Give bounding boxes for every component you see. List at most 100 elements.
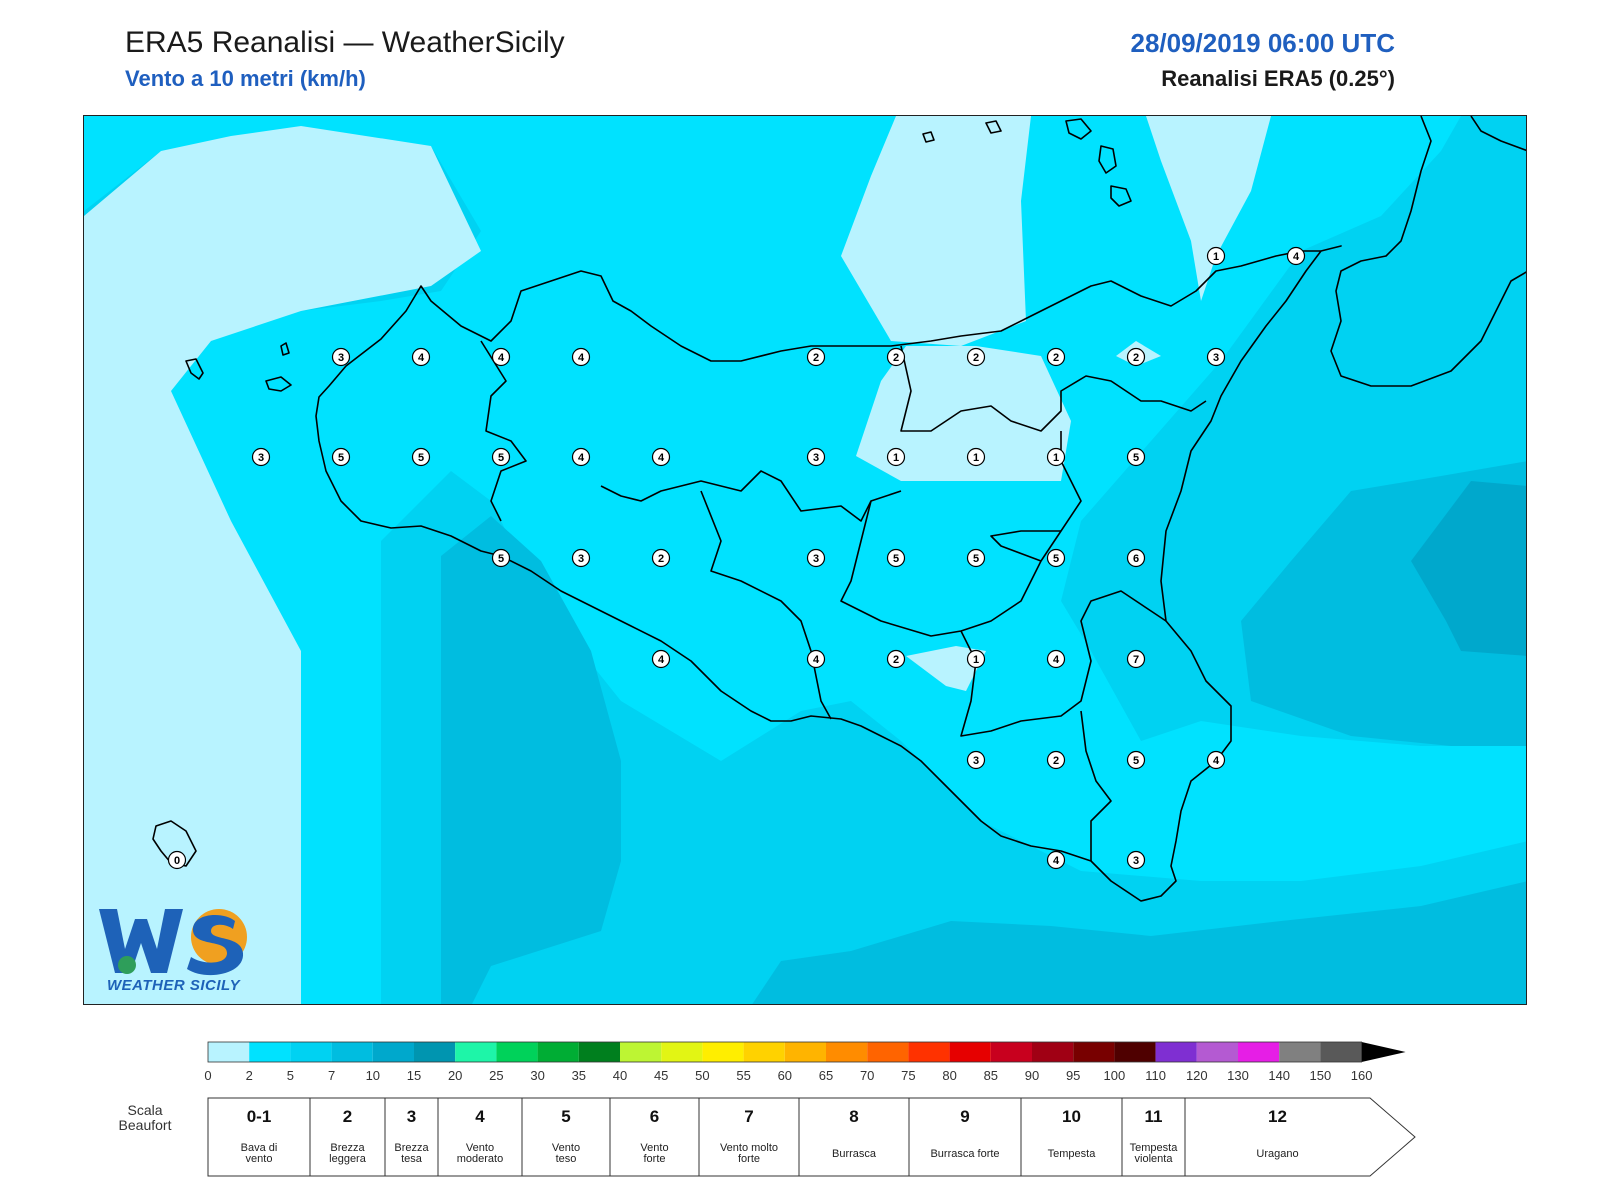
station-marker [806, 649, 826, 669]
colorbar-tick-label: 80 [942, 1068, 956, 1083]
island-favignana [265, 376, 292, 392]
province-border [600, 470, 902, 522]
beaufort-class: 2 Brezza leggera [329, 1107, 367, 1165]
province-border [900, 345, 1207, 432]
colorbar-tick-label: 55 [736, 1068, 750, 1083]
beaufort-name: Vento molto forte [720, 1142, 778, 1165]
station-marker [1126, 750, 1146, 770]
colorbar-swatch [372, 1042, 414, 1062]
station-value-label: 3 [578, 553, 584, 565]
beaufort-number: 9 [960, 1107, 969, 1126]
colorbar-swatch [1114, 1042, 1156, 1062]
island-lipari [1098, 145, 1117, 174]
beaufort-class: 8 Burrasca [832, 1107, 877, 1160]
station-value: 2 [1126, 347, 1146, 367]
station-marker [966, 447, 986, 467]
calabria-coast-north [1470, 116, 1526, 152]
beaufort-class: 0-1 Bava di vento [241, 1107, 278, 1165]
station-marker [1206, 347, 1226, 367]
station-marker [886, 548, 906, 568]
station-value: 2 [806, 347, 826, 367]
calabria-coast [1330, 116, 1526, 387]
colorbar-swatch [990, 1042, 1032, 1062]
station-marker [167, 850, 187, 870]
colorbar-tick-label: 140 [1268, 1068, 1290, 1083]
colorbar-arrow [1361, 1042, 1406, 1062]
colorbar-tick-label: 20 [448, 1068, 462, 1083]
colorbar-swatch [578, 1042, 620, 1062]
station-marker [886, 447, 906, 467]
station-value-label: 2 [1133, 352, 1139, 364]
station-value-label: 6 [1133, 553, 1139, 565]
station-marker [1046, 347, 1066, 367]
station-marker [806, 447, 826, 467]
colorbar-frame [207, 1041, 1362, 1063]
station-marker [1286, 246, 1306, 266]
colorbar-tick-label: 160 [1351, 1068, 1373, 1083]
station-marker [806, 548, 826, 568]
colorbar-tick-label: 65 [819, 1068, 833, 1083]
station-value: 3 [251, 447, 271, 467]
beaufort-frame [207, 1097, 1416, 1177]
colorbar-swatch [1155, 1042, 1197, 1062]
island-marettimo [185, 358, 204, 380]
station-value: 3 [966, 750, 986, 770]
station-value: 3 [1206, 347, 1226, 367]
colorbar-tick-label: 40 [613, 1068, 627, 1083]
station-marker [966, 649, 986, 669]
logo-s-shape [187, 915, 244, 976]
station-value-label: 5 [418, 452, 424, 464]
station-marker [966, 347, 986, 367]
beaufort-class: 5 Vento teso [552, 1107, 580, 1165]
station-value-label: 4 [1293, 251, 1300, 263]
island-vulcano [1110, 185, 1132, 207]
station-value: 5 [491, 548, 511, 568]
station-value-label: 3 [813, 452, 819, 464]
colorbar-swatch [496, 1042, 538, 1062]
colorbar-swatch [1320, 1042, 1362, 1062]
station-value: 3 [806, 548, 826, 568]
beaufort-name: Uragano [1256, 1148, 1298, 1160]
colorbar-tick-label: 85 [984, 1068, 998, 1083]
colorbar-swatch [455, 1042, 497, 1062]
wind-field-calm-small-2 [906, 646, 986, 691]
beaufort-number: 7 [744, 1107, 753, 1126]
station-value: 3 [1126, 850, 1146, 870]
station-marker [1126, 347, 1146, 367]
station-value-label: 1 [973, 654, 979, 666]
beaufort-class: 10 Tempesta [1048, 1107, 1097, 1160]
map-datetime: 28/09/2019 06:00 UTC [1130, 28, 1395, 58]
station-marker [1126, 649, 1146, 669]
colorbar-tick-label: 0 [204, 1068, 211, 1083]
colorbar-swatch [1032, 1042, 1074, 1062]
station-marker [886, 649, 906, 669]
beaufort-number: 10 [1062, 1107, 1081, 1126]
logo-text: WEATHER SICILY [107, 977, 241, 994]
station-value: 5 [1126, 750, 1146, 770]
colorbar-swatch [208, 1042, 250, 1062]
wind-field-calm-west [84, 126, 481, 1004]
station-value: 1 [1046, 447, 1066, 467]
wind-field-calm-ne [1146, 116, 1271, 301]
beaufort-class: 6 Vento forte [640, 1107, 668, 1165]
weather-sicily-logo: WEATHER SICILY [95, 903, 255, 1003]
sicily-coastline [315, 245, 1342, 902]
model-label: Reanalisi ERA5 (0.25°) [1161, 66, 1395, 91]
station-value: 5 [966, 548, 986, 568]
station-value-label: 3 [1133, 855, 1139, 867]
wind-field-calm-center [856, 346, 1071, 481]
colorbar-swatch [1279, 1042, 1321, 1062]
station-marker [1046, 548, 1066, 568]
station-value-label: 1 [1053, 452, 1059, 464]
station-value-label: 3 [973, 755, 979, 767]
station-value-label: 0 [174, 855, 180, 867]
colorbar-tick-label: 75 [901, 1068, 915, 1083]
station-value-label: 1 [893, 452, 899, 464]
station-value: 5 [1046, 548, 1066, 568]
province-border [480, 340, 527, 522]
colorbar-tick-label: 30 [530, 1068, 544, 1083]
wind-field-calm-north [841, 116, 1031, 346]
station-marker [411, 447, 431, 467]
colorbar-swatch [414, 1042, 456, 1062]
station-value-label: 5 [338, 452, 344, 464]
